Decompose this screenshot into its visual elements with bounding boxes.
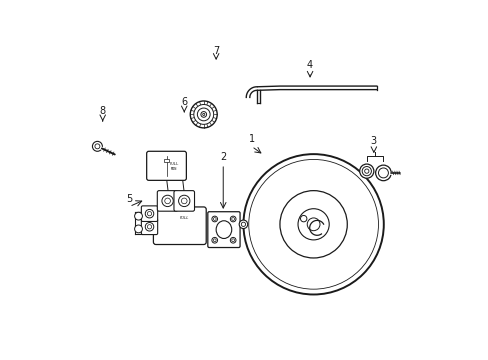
Circle shape <box>178 195 189 207</box>
Circle shape <box>95 144 100 149</box>
Ellipse shape <box>216 221 231 238</box>
Circle shape <box>193 104 213 124</box>
Circle shape <box>241 222 245 226</box>
Circle shape <box>239 220 247 229</box>
Text: 5: 5 <box>126 194 132 204</box>
Circle shape <box>243 154 383 294</box>
FancyBboxPatch shape <box>153 207 206 244</box>
FancyBboxPatch shape <box>141 219 157 235</box>
Circle shape <box>306 218 319 231</box>
Circle shape <box>279 191 346 258</box>
Text: 6: 6 <box>181 97 187 107</box>
Circle shape <box>147 225 151 229</box>
Circle shape <box>145 222 153 231</box>
FancyBboxPatch shape <box>174 191 194 211</box>
Bar <box>164 159 168 162</box>
Circle shape <box>375 165 390 181</box>
Text: 8: 8 <box>100 106 105 116</box>
Circle shape <box>190 101 217 128</box>
Circle shape <box>359 164 373 178</box>
Text: 4: 4 <box>306 60 312 70</box>
Circle shape <box>134 225 142 233</box>
Circle shape <box>230 216 236 222</box>
FancyBboxPatch shape <box>141 206 157 221</box>
Text: FULL: FULL <box>169 162 179 166</box>
Text: 7: 7 <box>213 46 219 56</box>
Text: 1: 1 <box>248 134 254 144</box>
Circle shape <box>147 212 151 216</box>
Text: 3: 3 <box>370 136 376 146</box>
Circle shape <box>362 167 370 176</box>
FancyBboxPatch shape <box>207 212 240 248</box>
Circle shape <box>211 216 217 222</box>
Circle shape <box>164 198 170 204</box>
Circle shape <box>297 209 328 240</box>
Circle shape <box>211 238 217 243</box>
Circle shape <box>145 210 153 218</box>
Circle shape <box>202 113 204 116</box>
Text: MIN: MIN <box>171 167 177 171</box>
Circle shape <box>300 215 306 222</box>
FancyBboxPatch shape <box>146 151 186 180</box>
Circle shape <box>213 239 216 242</box>
Circle shape <box>213 217 216 220</box>
Circle shape <box>231 217 234 220</box>
Circle shape <box>162 195 173 207</box>
Circle shape <box>378 168 387 178</box>
Circle shape <box>231 239 234 242</box>
Text: FULL: FULL <box>179 216 188 220</box>
Circle shape <box>364 169 368 173</box>
Circle shape <box>197 108 210 121</box>
Circle shape <box>201 112 206 117</box>
Circle shape <box>230 238 236 243</box>
FancyBboxPatch shape <box>157 191 178 211</box>
Text: 2: 2 <box>220 152 226 162</box>
Circle shape <box>181 198 187 204</box>
Circle shape <box>92 141 102 151</box>
Circle shape <box>134 212 142 220</box>
Circle shape <box>248 159 378 289</box>
